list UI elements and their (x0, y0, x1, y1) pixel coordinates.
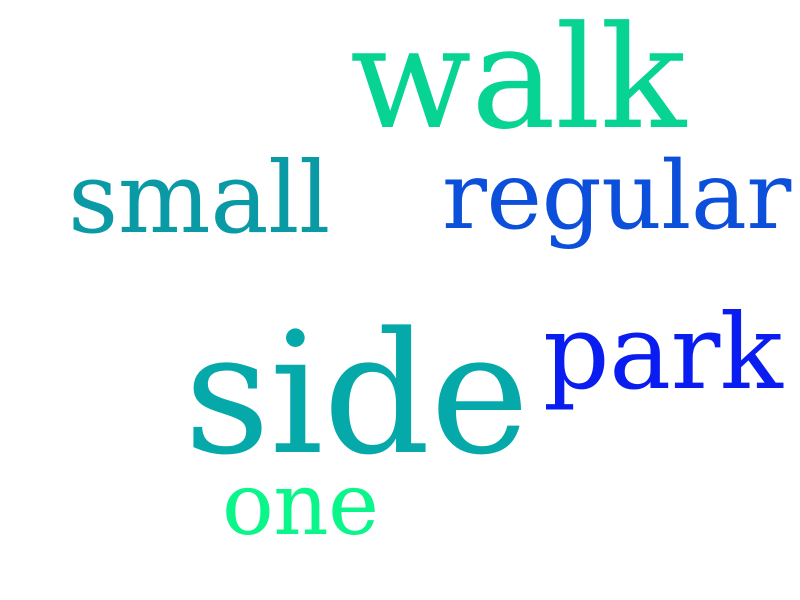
word-one: one (222, 455, 379, 555)
word-regular: regular (442, 142, 791, 251)
word-park: park (543, 291, 783, 413)
word-walk: walk (350, 0, 686, 161)
word-small: small (68, 142, 330, 256)
word-side: side (184, 296, 529, 492)
